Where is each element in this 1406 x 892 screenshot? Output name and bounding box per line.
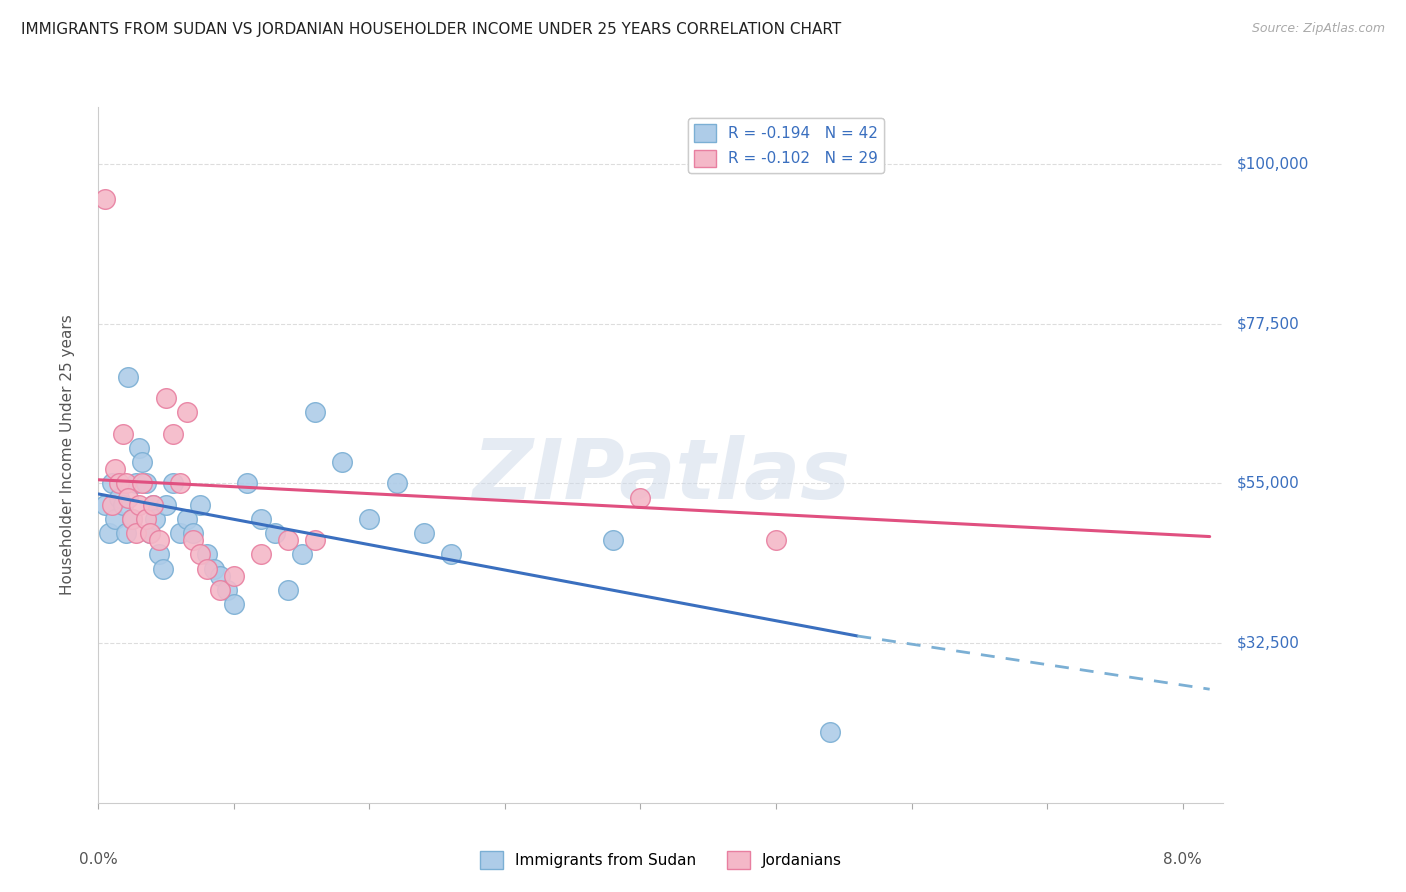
Point [101,498,124,512]
Point [195,547,218,561]
Point [209,568,232,582]
Point [139,526,162,541]
Legend: R = -0.194   N = 42, R = -0.102   N = 29: R = -0.194 N = 42, R = -0.102 N = 29 [688,118,884,173]
Text: $77,500: $77,500 [1237,316,1301,331]
Text: $32,500: $32,500 [1237,636,1301,650]
Point [94,192,117,206]
Point [291,547,314,561]
Point [277,533,299,548]
Point [169,526,191,541]
Text: 8.0%: 8.0% [1163,853,1202,868]
Point [630,491,652,505]
Point [181,533,204,548]
Point [131,476,153,491]
Point [128,441,150,455]
Text: Source: ZipAtlas.com: Source: ZipAtlas.com [1251,22,1385,36]
Point [188,498,211,512]
Point [107,491,129,505]
Point [155,391,177,405]
Text: ZIPatlas: ZIPatlas [472,435,849,516]
Point [277,582,299,597]
Point [117,369,139,384]
Point [176,405,198,419]
Point [101,476,124,491]
Point [98,526,121,541]
Point [250,512,273,526]
Point [117,491,139,505]
Point [359,512,381,526]
Point [202,561,225,575]
Point [152,561,174,575]
Point [217,582,239,597]
Point [330,455,353,469]
Point [176,512,198,526]
Point [263,526,285,541]
Point [142,498,165,512]
Text: IMMIGRANTS FROM SUDAN VS JORDANIAN HOUSEHOLDER INCOME UNDER 25 YEARS CORRELATION: IMMIGRANTS FROM SUDAN VS JORDANIAN HOUSE… [21,22,841,37]
Point [412,526,434,541]
Point [181,526,204,541]
Legend: Immigrants from Sudan, Jordanians: Immigrants from Sudan, Jordanians [474,845,848,875]
Point [125,476,148,491]
Point [111,498,134,512]
Point [128,498,150,512]
Point [104,512,127,526]
Point [195,561,218,575]
Point [818,724,841,739]
Point [111,426,134,441]
Point [135,512,157,526]
Point [385,476,408,491]
Point [104,462,127,476]
Point [304,405,326,419]
Point [440,547,463,561]
Point [250,547,273,561]
Text: $55,000: $55,000 [1237,475,1301,491]
Point [304,533,326,548]
Point [162,476,184,491]
Point [169,476,191,491]
Point [602,533,624,548]
Point [222,597,245,611]
Point [131,455,153,469]
Point [148,547,170,561]
Point [236,476,259,491]
Point [188,547,211,561]
Point [148,533,170,548]
Point [155,498,177,512]
Point [139,526,162,541]
Point [94,498,117,512]
Point [114,526,136,541]
Y-axis label: Householder Income Under 25 years: Householder Income Under 25 years [60,315,75,595]
Point [143,512,166,526]
Point [142,498,165,512]
Point [135,476,157,491]
Point [125,526,148,541]
Point [162,426,184,441]
Point [209,582,232,597]
Point [222,568,245,582]
Point [765,533,787,548]
Point [121,512,143,526]
Point [121,512,143,526]
Text: 0.0%: 0.0% [79,853,118,868]
Point [107,476,129,491]
Point [114,476,136,491]
Text: $100,000: $100,000 [1237,156,1309,171]
